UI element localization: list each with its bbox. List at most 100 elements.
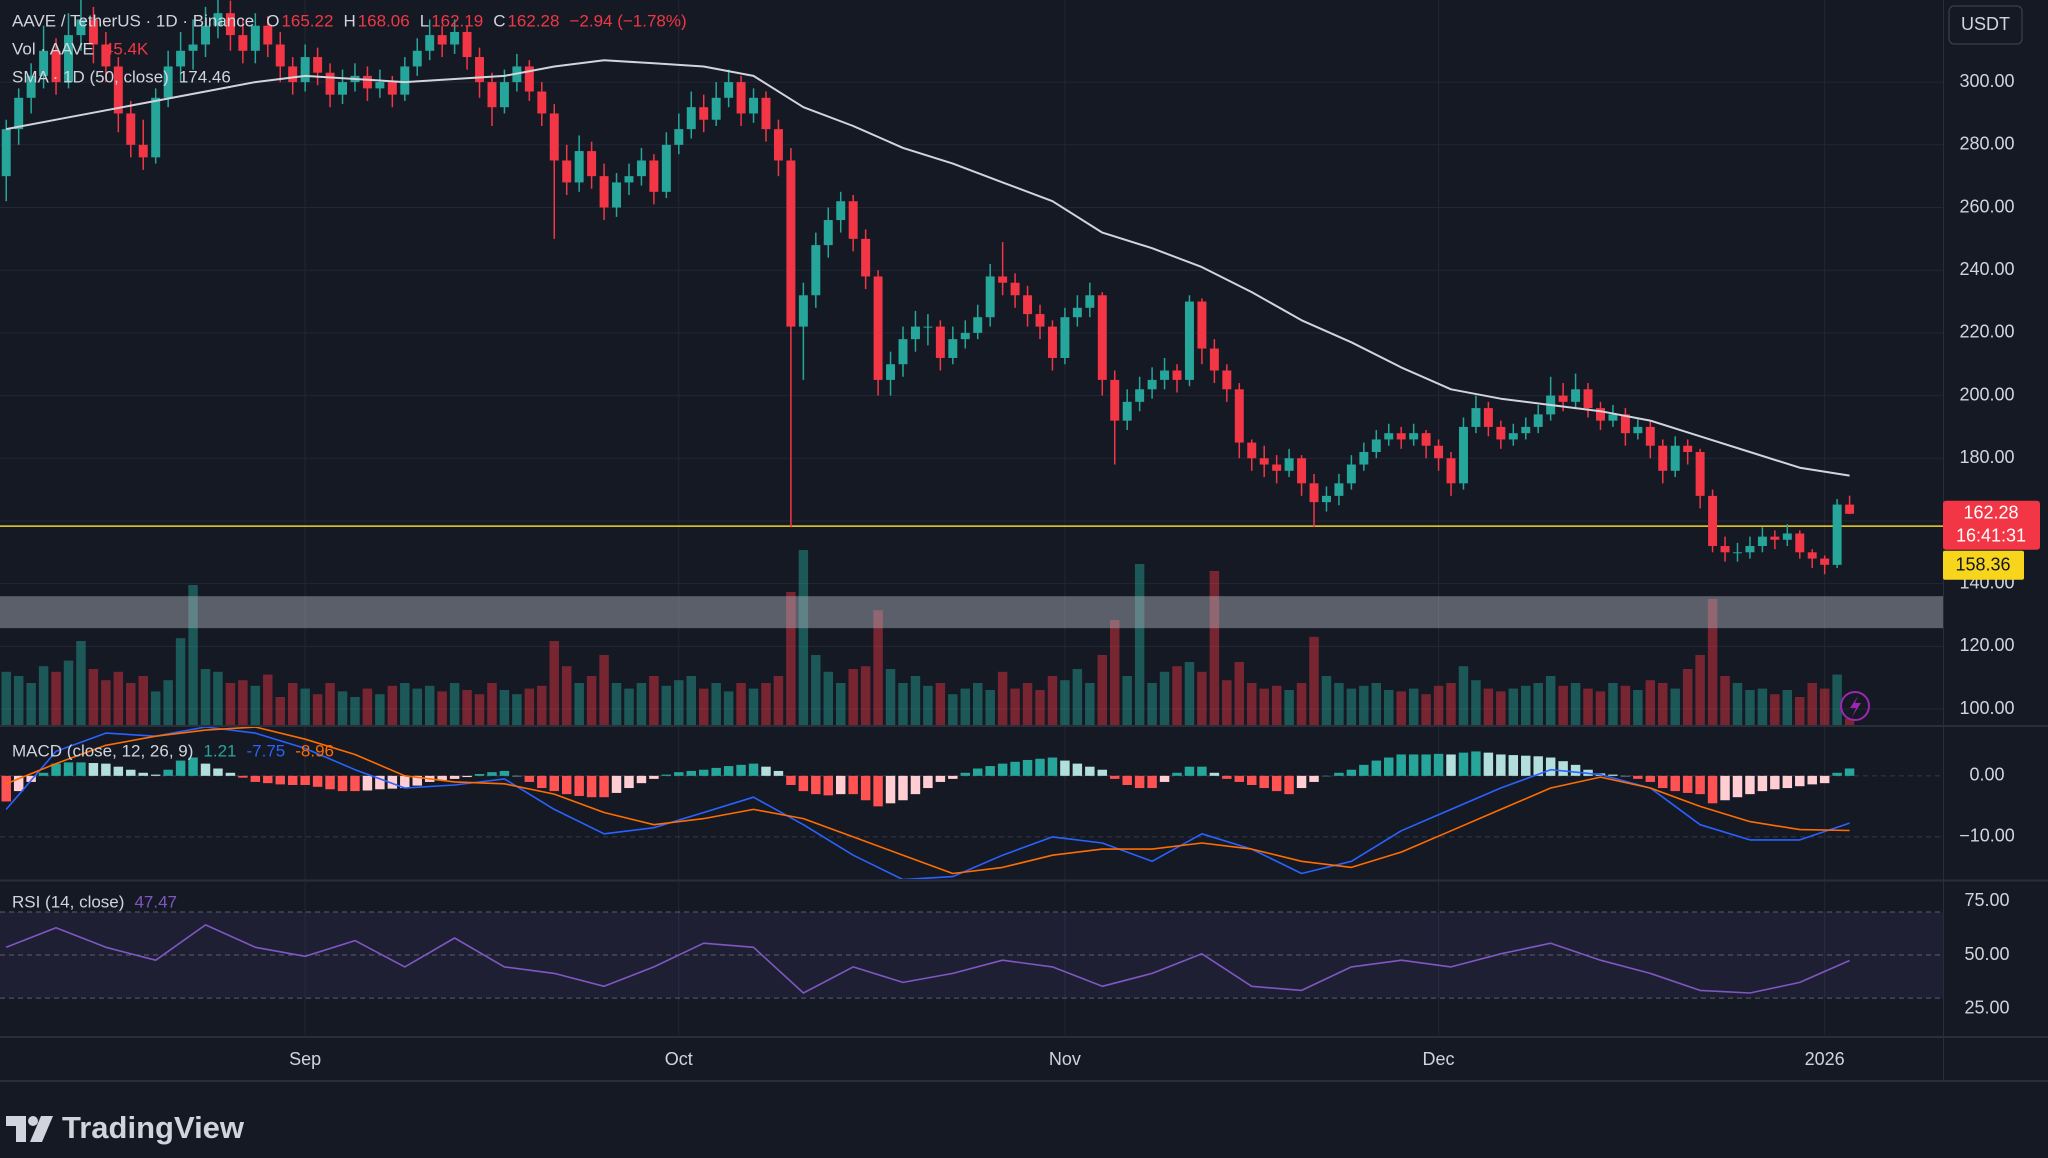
volume-bar <box>1608 683 1618 725</box>
candle-body <box>462 31 472 58</box>
macd-histogram-bar <box>736 764 746 776</box>
candle-body <box>1334 483 1344 496</box>
candle-body <box>1085 295 1095 308</box>
volume-bar <box>1795 697 1805 725</box>
volume-bar <box>1521 685 1531 725</box>
volume-bar <box>1633 690 1643 725</box>
volume-value: 45.4K <box>104 39 149 58</box>
candle-body <box>1209 348 1219 371</box>
macd-histogram-bar <box>1558 761 1568 776</box>
y-tick-label: 180.00 <box>1959 447 2014 467</box>
candle-body <box>1596 408 1605 421</box>
candle-body <box>1384 433 1394 440</box>
candle-body <box>1608 414 1618 421</box>
macd-histogram-bar <box>1334 772 1344 776</box>
volume-bar <box>1433 685 1444 725</box>
candle-body <box>910 326 920 340</box>
volume-bar <box>1757 688 1768 725</box>
volume-bar <box>38 666 49 725</box>
candle-body <box>1359 451 1369 465</box>
candle-body <box>1371 439 1381 452</box>
macd-legend: MACD (close, 12, 26, 9) <box>12 741 193 760</box>
volume-bar <box>437 691 447 725</box>
candle-body <box>1832 504 1842 565</box>
macd-histogram-bar <box>723 766 734 776</box>
candle-body <box>773 129 783 161</box>
macd-histogram-bar <box>213 768 223 776</box>
volume-bar <box>1035 690 1045 725</box>
candle-body <box>1583 389 1593 409</box>
volume-bar <box>474 694 485 725</box>
macd-histogram-bar <box>1296 775 1307 789</box>
macd-histogram-bar <box>1471 751 1481 776</box>
candle-body <box>325 72 335 95</box>
macd-histogram-bar <box>661 774 672 776</box>
volume-bar <box>387 685 398 725</box>
macd-tick-label: −10.00 <box>1959 826 2015 846</box>
candle-body <box>201 25 210 45</box>
volume-bar <box>188 585 198 725</box>
candle-body <box>973 317 983 333</box>
candle-body <box>1 129 11 177</box>
signal-line <box>5 727 1850 875</box>
candle-body <box>1708 495 1718 547</box>
macd-histogram-bar <box>1408 754 1419 776</box>
macd-histogram-bar <box>524 775 535 782</box>
candle-body <box>1620 414 1630 434</box>
volume-bar <box>1645 680 1656 725</box>
macd-histogram-bar <box>499 770 510 776</box>
candle-body <box>1533 414 1543 427</box>
candle-body <box>686 107 696 130</box>
macd-histogram-bar <box>985 766 995 776</box>
volume-bar <box>250 685 261 725</box>
macd-histogram-bar <box>574 775 584 796</box>
volume-bar <box>686 676 696 725</box>
volume-bar <box>1707 599 1718 725</box>
legend-title: AAVE / TetherUS · 1D · Binance <box>12 11 254 30</box>
macd-histogram-bar <box>1222 775 1232 779</box>
volume-bar <box>698 688 709 725</box>
volume-bar <box>898 683 908 725</box>
candle-body <box>1745 546 1755 553</box>
macd-histogram-bar <box>126 769 136 776</box>
macd-histogram-bar <box>1097 769 1108 776</box>
candle-body <box>724 82 734 98</box>
volume-bar <box>1247 683 1257 725</box>
candle-body <box>848 201 858 239</box>
y-tick-label: 200.00 <box>1959 384 2014 404</box>
volume-bar <box>325 683 335 725</box>
candle-body <box>1172 370 1182 380</box>
candle-body <box>1458 426 1468 484</box>
x-tick-label: Dec <box>1423 1049 1455 1069</box>
macd-histogram-bar <box>1770 775 1780 790</box>
rsi-value: 47.47 <box>134 892 177 911</box>
macd-histogram-bar <box>1346 769 1357 776</box>
macd-histogram-bar <box>537 775 547 789</box>
volume-bar <box>1184 662 1195 725</box>
legend: AAVE / TetherUS · 1D · Binance O 165.22 H 16… <box>12 11 687 911</box>
candle-body <box>313 57 323 73</box>
ohlc-letter: O <box>266 11 279 30</box>
candle-body <box>250 25 260 51</box>
macd-histogram-bar <box>375 775 385 790</box>
y-tick-label: 240.00 <box>1959 259 2014 279</box>
volume-bar <box>599 655 609 725</box>
alert-icon[interactable] <box>1840 691 1870 721</box>
volume-bar <box>487 683 497 725</box>
macd-histogram-bar <box>1371 760 1382 776</box>
volume-bar <box>761 683 771 725</box>
axes: Sep Oct Nov Dec 2026 300.00 280.00 260.00 240.00… <box>289 71 2040 1069</box>
macd-histogram-bar <box>88 763 99 776</box>
candle-body <box>188 44 198 51</box>
macd-histogram-bar <box>487 772 497 776</box>
volume-bar <box>524 688 535 725</box>
candle-body <box>1508 433 1518 440</box>
volume-bar <box>113 671 124 725</box>
last-price-label: 162.28 <box>1963 503 2018 523</box>
macd-histogram-bar <box>773 770 784 776</box>
candle-body <box>300 57 310 83</box>
rsi-legend: RSI (14, close) <box>12 892 124 911</box>
volume-bar <box>723 691 734 725</box>
currency-button[interactable] <box>1948 5 2023 45</box>
hline-price-label: 158.36 <box>1955 555 2010 575</box>
